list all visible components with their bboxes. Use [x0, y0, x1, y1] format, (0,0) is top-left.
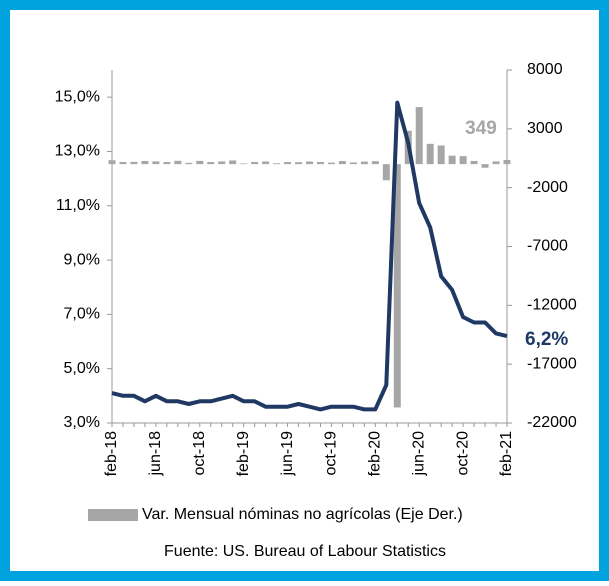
bar [284, 162, 292, 165]
bar [459, 156, 467, 165]
y-tick-label: 13,0% [55, 143, 100, 160]
bar [251, 161, 259, 165]
bar [196, 160, 204, 165]
bar [415, 107, 423, 165]
y-tick-label: 7,0% [64, 306, 100, 323]
y2-tick-label: -7000 [527, 238, 568, 255]
bar [229, 160, 237, 165]
y-tick-label: 9,0% [64, 251, 100, 268]
bar [327, 162, 335, 165]
y2-tick-label: 8000 [527, 61, 563, 78]
x-tick-label: jun-20 [410, 431, 427, 477]
bar [185, 162, 193, 165]
bar [316, 162, 324, 165]
bar [470, 161, 478, 165]
bar [393, 164, 401, 408]
x-tick-label: feb-21 [498, 431, 515, 476]
y2-tick-label: -2000 [527, 179, 568, 196]
y2-tick-label: -17000 [527, 355, 577, 372]
bar [130, 161, 138, 165]
bar [338, 161, 346, 165]
bar [437, 145, 445, 165]
y2-tick-label: -22000 [527, 414, 577, 431]
legend-swatch [88, 509, 138, 521]
bar [349, 162, 357, 165]
x-tick-label: oct-19 [323, 431, 340, 476]
x-tick-label: jun-19 [279, 431, 296, 477]
x-tick-label: feb-20 [367, 431, 384, 476]
y-tick-label: 11,0% [56, 197, 100, 214]
x-tick-label: oct-20 [454, 431, 471, 476]
bar [163, 162, 171, 165]
bar [240, 163, 248, 165]
source: Fuente: US. Bureau of Labour Statistics [164, 543, 446, 560]
bar [371, 161, 379, 165]
x-tick-label: oct-18 [191, 431, 208, 476]
bar [492, 161, 500, 165]
bar [426, 143, 434, 165]
bar [306, 161, 313, 165]
bar [503, 160, 511, 165]
bar [218, 161, 226, 165]
bar [295, 162, 303, 165]
x-tick-label: feb-18 [103, 431, 120, 476]
bar [481, 164, 489, 168]
y-tick-label: 5,0% [64, 360, 100, 377]
bar [119, 161, 127, 165]
x-tick-label: feb-19 [235, 431, 252, 476]
y2-tick-label: -12000 [527, 297, 577, 314]
y-tick-label: 15,0% [55, 88, 100, 105]
bar [262, 161, 270, 165]
bar [141, 160, 149, 165]
y2-tick-label: 3000 [527, 120, 563, 137]
y-tick-label: 3,0% [64, 414, 100, 431]
bar [448, 155, 456, 165]
line-value-label: 6,2% [525, 329, 568, 350]
bar-value-label: 349 [465, 118, 497, 139]
bar [108, 160, 116, 165]
bar [152, 161, 160, 165]
legend-label: Var. Mensual nóminas no agrícolas (Eje D… [142, 506, 463, 523]
line [111, 100, 508, 412]
bar [207, 162, 215, 165]
bar [360, 161, 368, 165]
bar [273, 163, 281, 165]
bar [382, 164, 390, 181]
bar [174, 160, 182, 165]
x-tick-label: jun-18 [147, 431, 164, 477]
